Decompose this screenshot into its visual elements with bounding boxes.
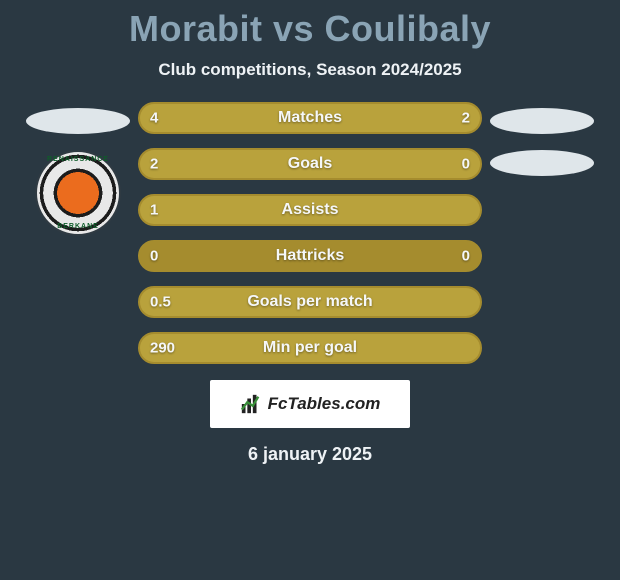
brand-logo-icon xyxy=(240,393,262,415)
subtitle: Club competitions, Season 2024/2025 xyxy=(158,60,461,80)
brand-box[interactable]: FcTables.com xyxy=(210,380,410,428)
stat-row: Min per goal 290 xyxy=(138,332,482,364)
stat-label: Min per goal xyxy=(263,339,357,357)
stat-label: Matches xyxy=(278,109,342,127)
stat-label: Goals xyxy=(288,155,332,173)
right-player-ellipse xyxy=(490,150,594,176)
stat-row: Matches 4 2 xyxy=(138,102,482,134)
stat-label: Goals per match xyxy=(247,293,372,311)
comparison-card: Morabit vs Coulibaly Club competitions, … xyxy=(0,0,620,465)
stat-value-left: 290 xyxy=(150,340,175,357)
stat-row: Hattricks 0 0 xyxy=(138,240,482,272)
stat-value-left: 1 xyxy=(150,202,158,219)
right-player-ellipse xyxy=(490,108,594,134)
stat-value-left: 2 xyxy=(150,156,158,173)
stat-bars: Matches42Goals20Assists1Hattricks00Goals… xyxy=(138,102,482,364)
page-title: Morabit vs Coulibaly xyxy=(129,8,491,50)
right-badge-column xyxy=(482,102,602,176)
stat-value-left: 0.5 xyxy=(150,294,171,311)
left-player-ellipse xyxy=(26,108,130,134)
stat-value-right: 0 xyxy=(462,248,470,265)
stat-value-left: 4 xyxy=(150,110,158,127)
stat-label: Hattricks xyxy=(276,247,344,265)
stat-row: Goals per match 0.5 xyxy=(138,286,482,318)
stat-value-right: 0 xyxy=(462,156,470,173)
stat-row: Assists 1 xyxy=(138,194,482,226)
left-club-badge-icon: RENAISSANCEBERKANE xyxy=(35,150,121,236)
date-label: 6 january 2025 xyxy=(248,444,372,465)
stat-row: Goals 2 0 xyxy=(138,148,482,180)
brand-text: FcTables.com xyxy=(268,394,381,414)
stat-value-right: 2 xyxy=(462,110,470,127)
stat-value-left: 0 xyxy=(150,248,158,265)
left-badge-column: RENAISSANCEBERKANE xyxy=(18,102,138,236)
content-row: RENAISSANCEBERKANE Matches 4 2 Goals 2 0 Assis… xyxy=(0,102,620,364)
stat-label: Assists xyxy=(282,201,339,219)
